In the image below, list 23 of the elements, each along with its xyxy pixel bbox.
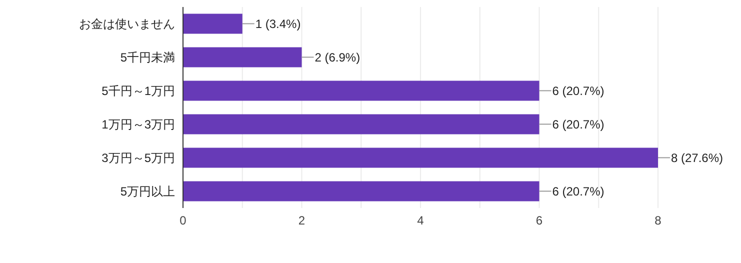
bar xyxy=(183,148,658,168)
y-tick-label: 5千円～1万円 xyxy=(102,84,175,98)
x-tick-label: 8 xyxy=(654,214,662,228)
x-tick-label: 4 xyxy=(417,214,424,228)
y-tick-label: お金は使いません xyxy=(79,17,175,32)
data-label: 2 (6.9%) xyxy=(314,50,360,64)
data-label: 6 (20.7%) xyxy=(552,117,604,132)
y-tick-label: 3万円～5万円 xyxy=(102,151,175,166)
x-tick-label: 6 xyxy=(536,214,543,228)
y-tick-label: 5万円以上 xyxy=(120,184,175,199)
x-tick-label: 2 xyxy=(298,214,306,228)
bar xyxy=(183,181,540,202)
data-label: 1 (3.4%) xyxy=(255,16,301,31)
y-tick-label: 5千円未満 xyxy=(120,50,175,65)
data-label: 8 (27.6%) xyxy=(671,150,724,165)
bar xyxy=(183,80,540,101)
data-label: 6 (20.7%) xyxy=(552,184,604,198)
bar xyxy=(183,14,242,34)
data-label: 6 (20.7%) xyxy=(552,84,604,98)
y-tick-label: 1万円～3万円 xyxy=(102,118,175,132)
x-tick-label: 0 xyxy=(180,214,187,228)
bar xyxy=(183,47,302,68)
bar xyxy=(183,114,540,134)
